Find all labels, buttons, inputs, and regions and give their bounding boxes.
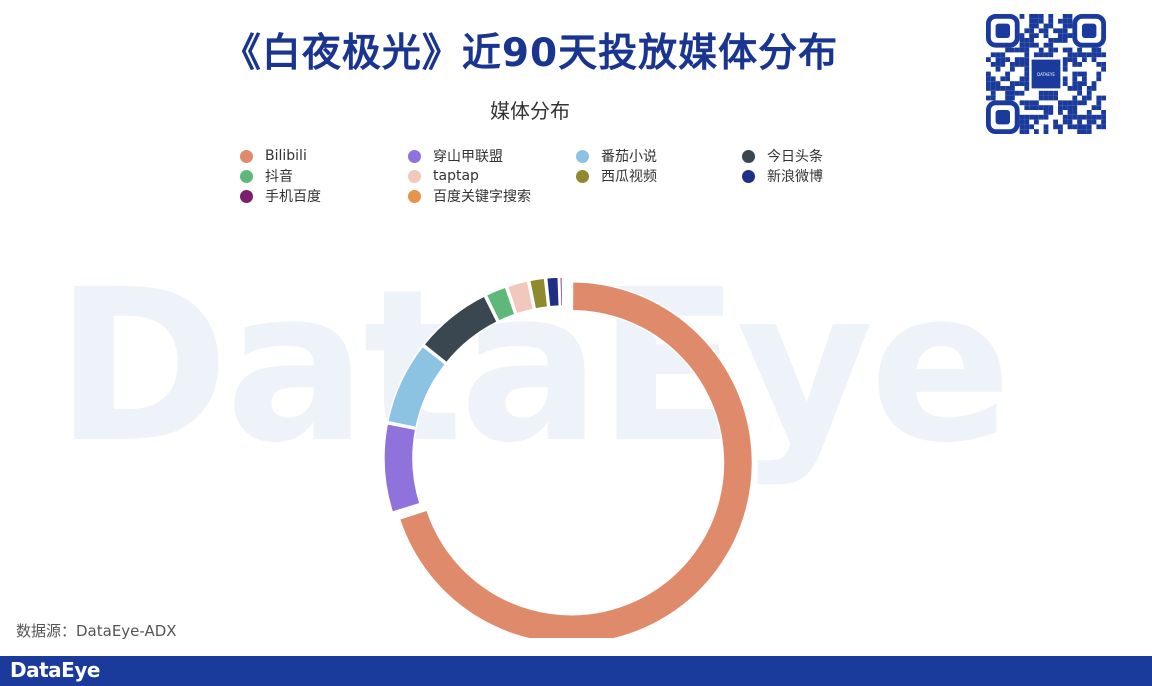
slice-手机百度[interactable] xyxy=(559,276,564,307)
slice-穿山甲联盟[interactable] xyxy=(383,422,421,514)
legend-marker xyxy=(408,169,421,183)
slice-新浪微博[interactable] xyxy=(545,276,561,308)
legend-marker xyxy=(576,149,589,163)
legend-label: taptap xyxy=(433,168,479,184)
slice-抖音[interactable] xyxy=(485,286,516,323)
slice-番茄小说[interactable] xyxy=(386,345,447,429)
legend-marker xyxy=(408,189,421,203)
slice-taptap[interactable] xyxy=(506,280,535,315)
legend-label: 抖音 xyxy=(265,169,293,185)
legend-label: 手机百度 xyxy=(265,189,321,205)
legend-item[interactable]: 今日头条 xyxy=(742,146,823,166)
legend-marker xyxy=(408,149,421,163)
legend-item[interactable]: 百度关键字搜索 xyxy=(408,186,531,206)
qr-center-logo xyxy=(1031,59,1061,89)
page-title: 《白夜极光》近90天投放媒体分布 xyxy=(221,31,839,76)
qr-finder xyxy=(1072,14,1106,48)
legend-label: Bilibili xyxy=(265,148,307,164)
chart-title: 媒体分布 xyxy=(490,99,570,123)
legend-item[interactable]: 抖音 xyxy=(240,166,293,186)
qr-finder xyxy=(986,100,1020,134)
slice-今日头条[interactable] xyxy=(422,294,499,364)
legend-item[interactable]: Bilibili xyxy=(240,146,307,166)
legend-label: 西瓜视频 xyxy=(601,169,657,185)
svg-text:DATAEYE: DATAEYE xyxy=(1037,72,1055,77)
legend-item[interactable]: 新浪微博 xyxy=(742,166,823,186)
slice-西瓜视频[interactable] xyxy=(528,277,549,310)
donut-chart xyxy=(383,276,754,638)
legend-item[interactable]: taptap xyxy=(408,166,479,186)
data-source: 数据源：DataEye-ADX xyxy=(16,622,177,640)
qr-finder xyxy=(986,14,1020,48)
legend-item[interactable]: 番茄小说 xyxy=(576,146,657,166)
legend-item[interactable]: 西瓜视频 xyxy=(576,166,657,186)
legend-label: 番茄小说 xyxy=(601,149,657,165)
chart-legend: Bilibili 穿山甲联盟 番茄小说 今日头条抖音 taptap 西瓜视频 新浪微博手机百… xyxy=(240,146,880,206)
legend-item[interactable]: 穿山甲联盟 xyxy=(408,146,503,166)
legend-marker xyxy=(576,169,589,183)
footer-bar: DataEye xyxy=(0,656,1152,686)
legend-marker xyxy=(240,149,253,163)
legend-marker xyxy=(742,169,755,183)
legend-marker xyxy=(240,169,253,183)
legend-label: 新浪微博 xyxy=(767,169,823,185)
legend-item[interactable]: 手机百度 xyxy=(240,186,321,206)
qr-code: DATAEYE xyxy=(986,14,1106,134)
legend-marker xyxy=(742,149,755,163)
slice-百度关键字搜索[interactable] xyxy=(562,276,566,307)
legend-label: 百度关键字搜索 xyxy=(433,189,531,205)
footer-logo: DataEye xyxy=(10,658,100,682)
slice-Bilibili[interactable] xyxy=(398,280,754,638)
legend-label: 穿山甲联盟 xyxy=(433,149,503,165)
legend-label: 今日头条 xyxy=(767,149,823,165)
legend-marker xyxy=(240,189,253,203)
